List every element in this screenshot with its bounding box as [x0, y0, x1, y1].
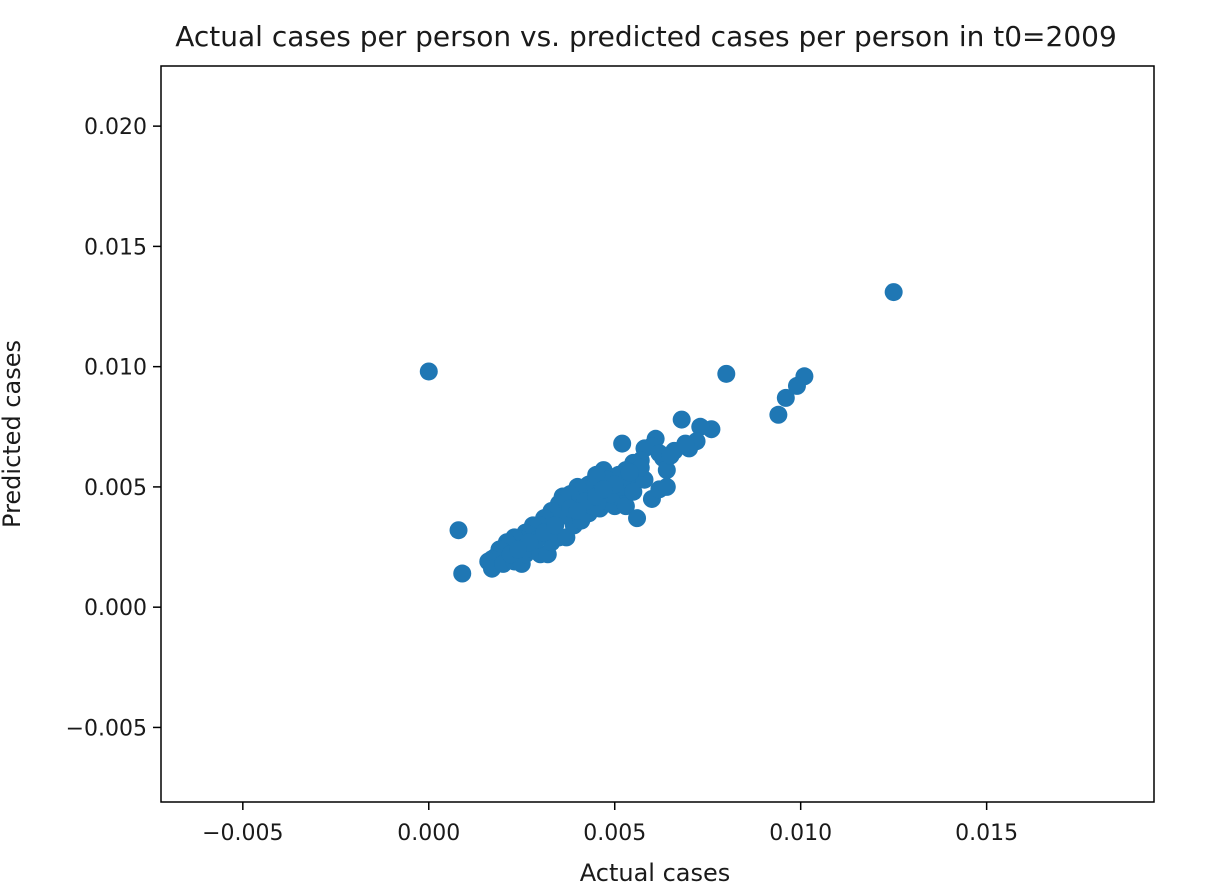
x-tick-label: 0.000 — [397, 821, 460, 846]
data-point — [546, 516, 565, 535]
x-axis-label: Actual cases — [580, 859, 731, 887]
data-point — [657, 477, 676, 496]
data-point — [661, 446, 680, 465]
data-point — [449, 521, 468, 540]
y-axis-label: Predicted cases — [0, 340, 26, 528]
plot-frame — [160, 65, 1155, 803]
y-tick-label: 0.005 — [84, 476, 147, 501]
y-tick-label: −0.005 — [66, 716, 147, 741]
x-axis-ticks: −0.005 0.000 0.005 0.010 0.015 — [202, 802, 1018, 846]
data-point — [717, 364, 736, 383]
data-point — [884, 283, 903, 302]
data-point — [769, 405, 788, 424]
data-point — [776, 388, 795, 407]
data-point — [509, 540, 528, 559]
data-point — [419, 362, 438, 381]
y-tick-label: 0.015 — [84, 235, 147, 260]
x-tick-label: −0.005 — [202, 821, 283, 846]
points-layer — [419, 283, 903, 583]
data-point — [594, 480, 613, 499]
data-point — [787, 376, 806, 395]
y-axis-ticks: −0.005 0.000 0.005 0.010 0.015 0.020 — [66, 115, 161, 741]
data-point — [613, 434, 632, 453]
data-point — [628, 509, 647, 528]
data-point — [676, 434, 695, 453]
y-tick-label: 0.010 — [84, 356, 147, 381]
data-point — [657, 461, 676, 480]
y-tick-label: 0.000 — [84, 596, 147, 621]
data-point — [616, 497, 635, 516]
x-tick-label: 0.015 — [955, 821, 1018, 846]
data-point — [624, 482, 643, 501]
data-point — [568, 501, 587, 520]
x-tick-label: 0.010 — [769, 821, 832, 846]
x-tick-label: 0.005 — [583, 821, 646, 846]
data-point — [620, 463, 639, 482]
data-point — [672, 410, 691, 429]
chart-title: Actual cases per person vs. predicted ca… — [175, 20, 1117, 53]
data-point — [691, 417, 710, 436]
y-tick-label: 0.020 — [84, 115, 147, 140]
data-point — [453, 564, 472, 583]
